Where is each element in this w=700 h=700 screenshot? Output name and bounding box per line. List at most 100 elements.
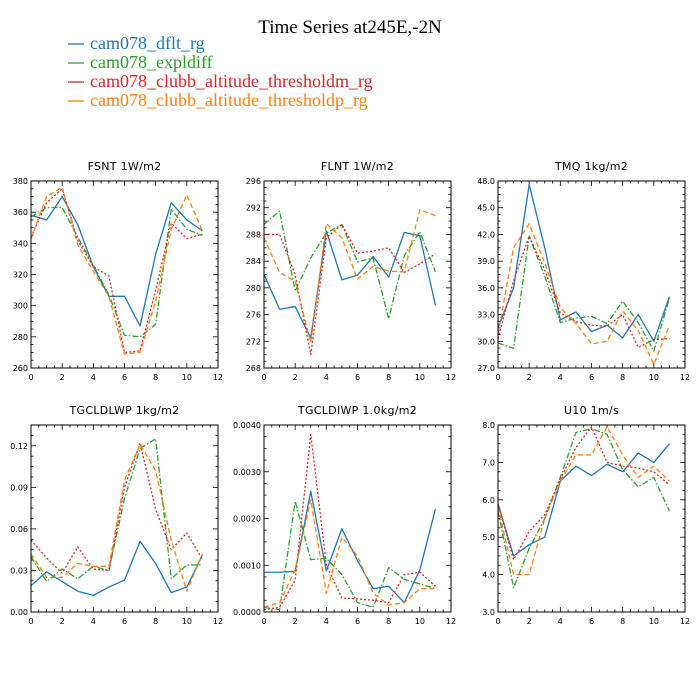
x-tick-label: 8: [620, 617, 625, 626]
y-tick-label: 33.0: [477, 311, 495, 320]
y-tick-label: 276: [246, 311, 261, 320]
x-tick-label: 0: [495, 373, 500, 382]
x-tick-label: 8: [153, 617, 158, 626]
panel-title-2: TMQ 1kg/m2: [554, 160, 628, 173]
x-tick-label: 6: [589, 373, 594, 382]
panel-2: TMQ 1kg/m2 0 2 4 6 8 10 12 27.0 30.0 33.0 36.0 39.0 4…: [477, 160, 690, 382]
y-tick-label: 268: [246, 364, 261, 373]
series-line-cam078_dflt_rg: [498, 183, 671, 342]
x-tick-label: 2: [293, 617, 298, 626]
series-line-cam078_expldiff: [498, 235, 671, 352]
series-line-cam078_dflt_rg: [31, 195, 203, 327]
panel-5: U10 1m/s 0 2 4 6 8 10 12 3.0 4.0 5.0 6.0 7.0 8.0: [482, 404, 690, 626]
y-tick-label: 300: [13, 302, 28, 311]
x-tick-label: 8: [386, 617, 391, 626]
y-tick-label: 260: [13, 364, 28, 373]
y-tick-label: 272: [246, 337, 261, 346]
y-tick-label: 0.06: [10, 525, 28, 534]
series-line-cam078_clubb_altitude_thresholdm_rg: [31, 188, 203, 354]
x-tick-label: 4: [558, 373, 563, 382]
y-tick-label: 5.0: [482, 533, 495, 542]
y-tick-label: 284: [246, 257, 261, 266]
x-tick-label: 12: [446, 373, 456, 382]
x-tick-label: 8: [386, 373, 391, 382]
y-tick-label: 360: [13, 208, 28, 217]
x-tick-label: 10: [182, 373, 192, 382]
y-tick-label: 6.0: [482, 496, 495, 505]
y-tick-label: 280: [13, 333, 28, 342]
x-tick-label: 0: [261, 617, 266, 626]
series-line-cam078_clubb_altitude_thresholdp_rg: [498, 426, 670, 576]
y-tick-label: 288: [246, 230, 261, 239]
series-line-cam078_clubb_altitude_thresholdm_rg: [498, 235, 670, 349]
series-line-cam078_dflt_rg: [264, 230, 437, 339]
series-line-cam078_expldiff: [31, 206, 203, 338]
series-line-cam078_expldiff: [498, 428, 671, 589]
x-tick-label: 0: [28, 373, 33, 382]
y-tick-label: 3.0: [482, 608, 495, 617]
x-tick-label: 4: [324, 617, 329, 626]
series-line-cam078_expldiff: [31, 438, 203, 583]
panel-title-4: TGCLDIWP 1.0kg/m2: [297, 404, 417, 417]
series-line-cam078_clubb_altitude_thresholdm_rg: [31, 442, 203, 574]
y-tick-label: 296: [246, 177, 261, 186]
panel-frame: [263, 424, 452, 613]
legend-label-1: cam078_expldiff: [90, 52, 213, 72]
x-tick-label: 2: [60, 373, 65, 382]
x-tick-label: 4: [91, 373, 96, 382]
panel-title-0: FSNT 1W/m2: [88, 160, 162, 173]
y-tick-label: 0.0030: [233, 468, 261, 477]
y-tick-label: 48.0: [477, 177, 495, 186]
x-tick-label: 2: [527, 373, 532, 382]
x-tick-label: 2: [527, 617, 532, 626]
panel-frame: [497, 180, 686, 369]
x-tick-label: 0: [28, 617, 33, 626]
y-tick-label: 0.03: [10, 566, 28, 575]
x-tick-label: 4: [558, 617, 563, 626]
x-tick-label: 8: [153, 373, 158, 382]
legend-label-2: cam078_clubb_altitude_thresholdm_rg: [90, 71, 373, 91]
y-tick-label: 380: [13, 177, 28, 186]
panel-title-1: FLNT 1W/m2: [321, 160, 394, 173]
panel-3: TGCLDLWP 1kg/m2 0 2 4 6 8 10 12 0.00 0.03 0.06 0.09…: [10, 404, 223, 626]
series-line-cam078_clubb_altitude_thresholdm_rg: [498, 426, 670, 561]
series-line-cam078_expldiff: [264, 500, 436, 611]
y-tick-label: 0.00: [10, 608, 28, 617]
x-tick-label: 6: [122, 617, 127, 626]
x-tick-label: 6: [589, 617, 594, 626]
legend: cam078_dflt_rgcam078_expldiffcam078_club…: [68, 33, 373, 110]
x-tick-label: 6: [355, 617, 360, 626]
series-line-cam078_expldiff: [264, 210, 437, 320]
x-tick-label: 10: [415, 373, 425, 382]
y-tick-label: 30.0: [477, 337, 495, 346]
y-tick-label: 36.0: [477, 284, 495, 293]
y-tick-label: 27.0: [477, 364, 495, 373]
y-tick-label: 320: [13, 271, 28, 280]
series-line-cam078_clubb_altitude_thresholdp_rg: [31, 186, 204, 355]
x-tick-label: 4: [91, 617, 96, 626]
panel-1: FLNT 1W/m2 0 2 4 6 8 10 12 268 272 276 280 284 288 292…: [246, 160, 456, 382]
panel-frame: [497, 424, 686, 613]
panel-frame: [263, 180, 452, 369]
x-tick-label: 2: [293, 373, 298, 382]
y-tick-label: 39.0: [477, 257, 495, 266]
y-tick-label: 280: [246, 284, 261, 293]
y-tick-label: 292: [246, 204, 261, 213]
x-tick-label: 2: [60, 617, 65, 626]
y-tick-label: 4.0: [482, 571, 495, 580]
panel-title-5: U10 1m/s: [564, 404, 619, 417]
y-tick-label: 7.0: [482, 458, 495, 467]
x-tick-label: 10: [649, 617, 659, 626]
panel-frame: [30, 424, 219, 613]
y-tick-label: 0.0020: [233, 515, 261, 524]
x-tick-label: 0: [261, 373, 266, 382]
series-line-cam078_dflt_rg: [264, 490, 437, 604]
x-tick-label: 12: [446, 617, 456, 626]
x-tick-label: 0: [495, 617, 500, 626]
series-line-cam078_clubb_altitude_thresholdm_rg: [264, 433, 436, 611]
x-tick-label: 10: [415, 617, 425, 626]
x-tick-label: 10: [649, 373, 659, 382]
x-tick-label: 6: [355, 373, 360, 382]
